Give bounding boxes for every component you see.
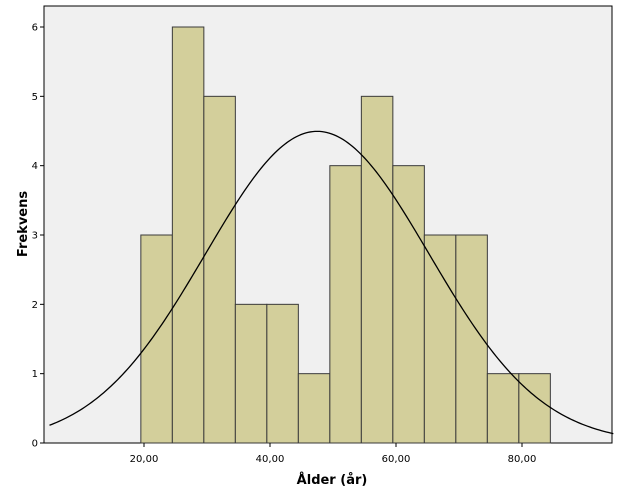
- y-tick-label: 6: [32, 23, 38, 34]
- y-tick-label: 3: [32, 231, 38, 242]
- y-axis: 0 1 2 3 4 5 6: [32, 23, 44, 450]
- bars-group: [140, 26, 551, 444]
- x-tick-label: 40,00: [256, 454, 285, 465]
- histogram-bar: [518, 373, 551, 444]
- histogram-bar: [171, 26, 205, 444]
- y-tick-label: 0: [32, 439, 38, 450]
- histogram-bar: [392, 165, 425, 444]
- histogram-bar: [455, 234, 488, 444]
- histogram-bar: [360, 95, 394, 444]
- histogram-bar: [329, 165, 362, 444]
- y-tick-label: 5: [32, 92, 38, 103]
- histogram-bar: [297, 373, 331, 444]
- x-tick-label: 80,00: [508, 454, 537, 465]
- x-axis-title: Ålder (år): [297, 472, 368, 488]
- histogram-bar: [140, 234, 173, 444]
- y-tick-label: 4: [32, 161, 38, 172]
- y-tick-label: 1: [32, 369, 38, 380]
- x-tick-label: 60,00: [382, 454, 411, 465]
- histogram-bar: [266, 303, 299, 444]
- histogram-bar: [234, 303, 268, 444]
- plot-area: [43, 5, 613, 444]
- normal-curve: [49, 130, 614, 435]
- y-axis-title: Frekvens: [16, 191, 31, 257]
- x-tick-label: 20,00: [130, 454, 159, 465]
- histogram-bar: [203, 95, 236, 444]
- histogram-bar: [423, 234, 457, 444]
- histogram-bar: [486, 373, 520, 444]
- y-tick-label: 2: [32, 300, 38, 311]
- x-axis: 20,00 40,00 60,00 80,00: [130, 443, 537, 465]
